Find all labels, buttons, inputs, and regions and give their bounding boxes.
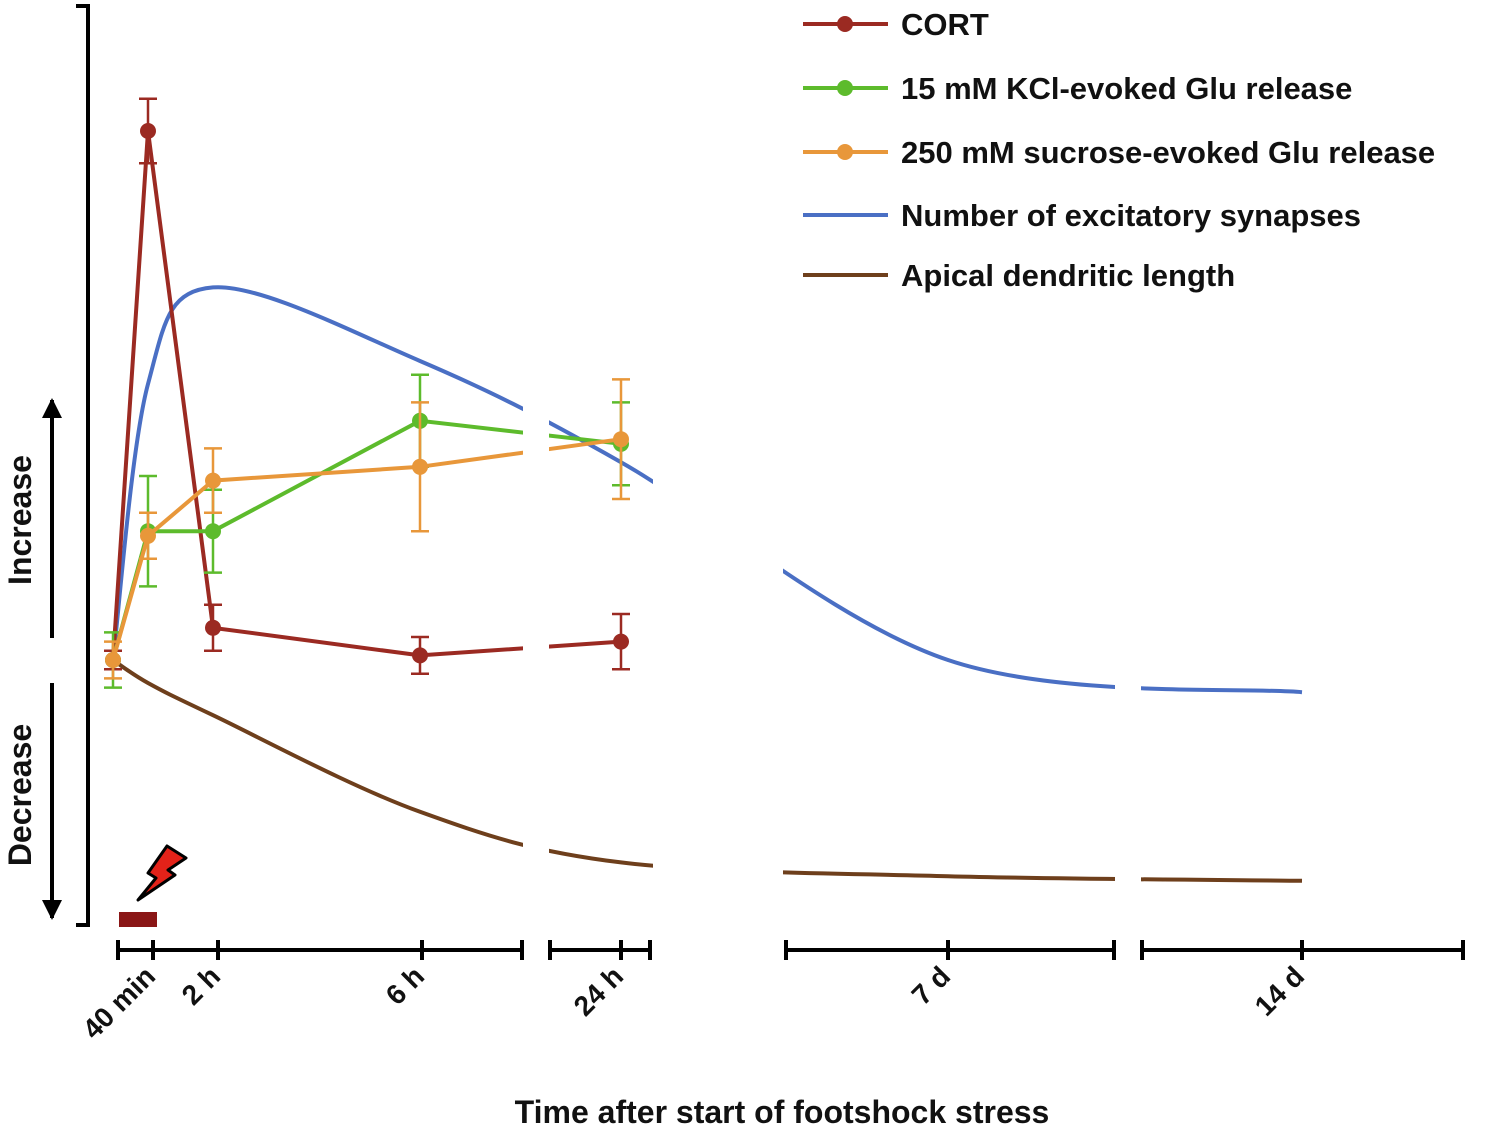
data-point [613,633,629,650]
decrease-indicator: Decrease [2,683,62,920]
x-axis-segment [116,940,524,960]
series-cort [104,97,630,676]
legend-item-cort: CORT [803,7,989,42]
legend-item-15-mm-kcl-evoked-glu-release: 15 mM KCl-evoked Glu release [803,71,1352,106]
series-line [111,437,622,661]
footshock-stimulus [119,844,188,927]
x-tick-label: 6 h [380,960,431,1011]
series-line-number-of-excitatory-synapses [111,285,1303,695]
data-point [613,431,629,448]
increase-indicator: Increase [2,398,62,638]
legend-marker [837,80,853,96]
decrease-label: Decrease [2,724,38,866]
data-point [140,527,156,544]
legend-label: 250 mM sucrose-evoked Glu release [901,135,1435,170]
legend-label: 15 mM KCl-evoked Glu release [901,71,1352,106]
x-tick-label: 24 h [568,960,630,1022]
series-layer [104,97,1303,883]
legend-marker [837,144,853,160]
series-250-mm-sucrose-evoked-glu-release [104,378,630,680]
x-axis-title: Time after start of footshock stress [515,1094,1050,1130]
data-point [412,458,428,475]
series-line-apical-dendritic-length [111,658,1303,883]
legend-label: Apical dendritic length [901,258,1235,293]
data-point [205,472,221,489]
legend-label: Number of excitatory synapses [901,198,1361,233]
x-axis: 40 min 2 h 6 h 24 h 7 d 14 d [77,940,1465,1045]
x-tick-label: 2 h [176,960,227,1011]
x-tick-label: 40 min [77,960,162,1045]
data-point [205,619,221,636]
legend-item-number-of-excitatory-synapses: Number of excitatory synapses [803,198,1361,233]
legend: CORT 15 mM KCl-evoked Glu release 250 mM s… [803,7,1435,293]
data-point [105,652,121,668]
increase-label: Increase [2,455,38,585]
y-axis [76,4,90,927]
legend-marker [837,16,853,32]
x-tick-label: 14 d [1249,960,1311,1022]
x-tick-labels: 40 min 2 h 6 h 24 h 7 d 14 d [77,960,1311,1045]
x-tick-label: 7 d [906,960,957,1011]
x-ticks [151,940,1304,960]
legend-item-apical-dendritic-length: Apical dendritic length [803,258,1235,293]
legend-label: CORT [901,7,989,42]
series-line [111,130,622,661]
stimulus-duration-bar [119,912,157,927]
data-point [140,123,156,139]
x-axis-segment [548,940,652,960]
lightning-bolt-icon [136,844,188,902]
data-point [412,647,428,664]
legend-item-250-mm-sucrose-evoked-glu-release: 250 mM sucrose-evoked Glu release [803,135,1435,170]
data-point [205,523,221,540]
